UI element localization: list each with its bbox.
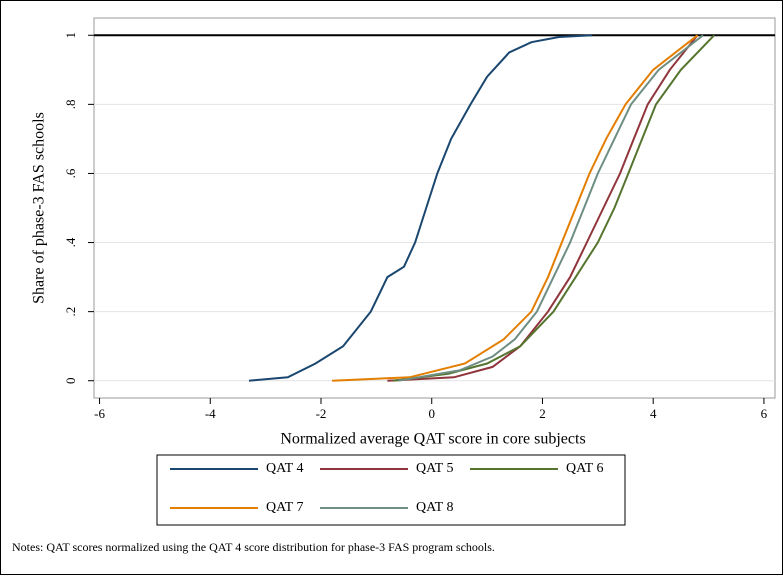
x-axis-label: Normalized average QAT score in core sub…: [280, 431, 585, 448]
legend-label: QAT 7: [266, 500, 303, 515]
series-line: [248, 34, 593, 382]
y-tick-label: .6: [63, 168, 78, 178]
y-tick-label: 0: [63, 377, 78, 384]
legend-label: QAT 4: [266, 461, 303, 476]
series-line: [392, 34, 715, 382]
series-line: [398, 34, 704, 382]
x-tick-label: 0: [428, 406, 435, 421]
series-line: [332, 34, 699, 382]
x-tick-label: -4: [205, 406, 216, 421]
legend-label: QAT 6: [566, 461, 603, 476]
series-line: [387, 34, 699, 382]
plot-area: [93, 17, 776, 399]
legend: [156, 454, 626, 526]
legend-label: QAT 8: [416, 500, 453, 515]
legend-label: QAT 5: [416, 461, 453, 476]
y-axis-label: Share of phase-3 FAS schools: [31, 112, 48, 304]
x-tick-label: -6: [94, 406, 105, 421]
y-tick-label: .8: [63, 99, 78, 109]
x-tick-label: 4: [650, 406, 657, 421]
x-tick-label: -2: [316, 406, 327, 421]
x-tick-label: 2: [539, 406, 546, 421]
y-tick-label: .4: [63, 237, 78, 247]
y-tick-label: .2: [63, 307, 78, 317]
y-tick-label: 1: [63, 32, 78, 39]
note: Notes: QAT scores normalized using the Q…: [12, 540, 495, 554]
x-tick-label: 6: [761, 406, 768, 421]
